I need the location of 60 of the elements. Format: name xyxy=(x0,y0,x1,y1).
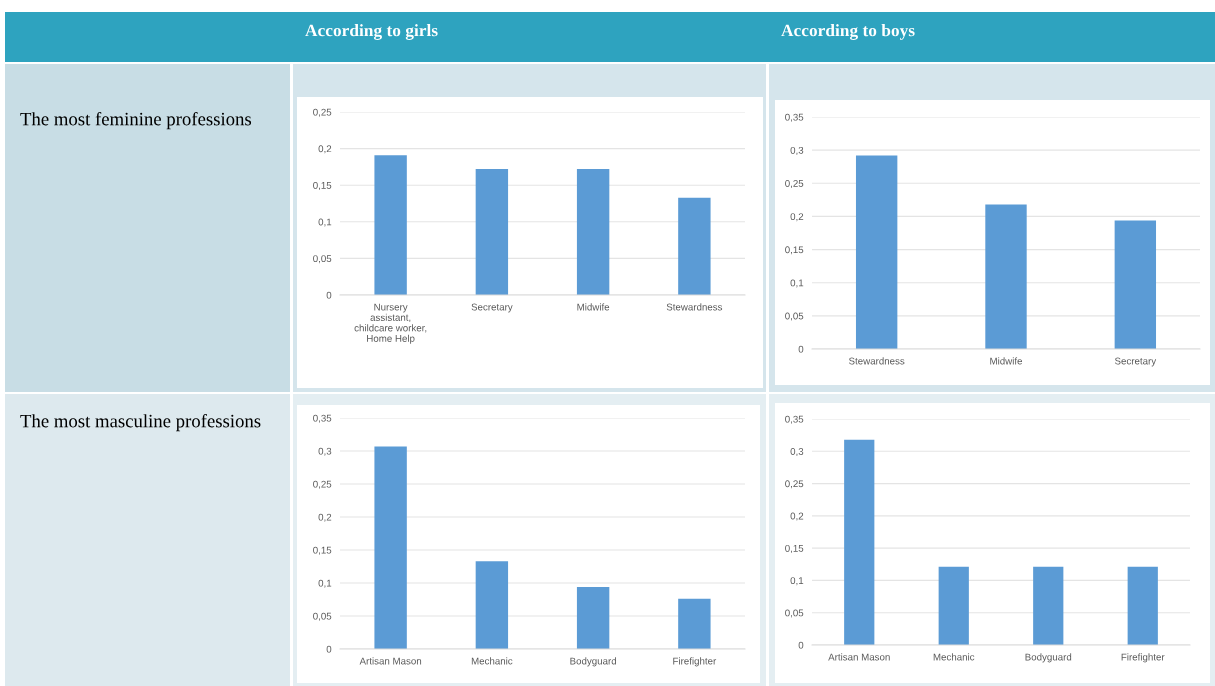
y-tick-label: 0,15 xyxy=(785,246,804,255)
x-tick-label: Bodyguard xyxy=(1025,653,1072,663)
x-tick-label: Nursery assistant, childcare worker, Home Help xyxy=(354,303,427,344)
bar xyxy=(855,155,898,349)
bar xyxy=(985,204,1027,349)
x-tick-label: Firefighter xyxy=(1121,653,1165,663)
bar xyxy=(475,169,509,295)
y-tick-label: 0,2 xyxy=(790,213,804,222)
y-tick-label: 0,2 xyxy=(790,512,804,521)
x-tick-label: Mechanic xyxy=(471,657,513,665)
y-tick-label: 0,3 xyxy=(790,448,804,457)
x-tick-label: Mechanic xyxy=(933,653,975,661)
y-tick-label: 0,35 xyxy=(785,113,804,122)
y-tick-label: 0,1 xyxy=(318,579,332,588)
y-tick-label: 0 xyxy=(798,345,804,353)
x-tick-label: Stewardness xyxy=(666,303,723,311)
y-tick-label: 0,1 xyxy=(318,218,332,227)
y-tick-label: 0,25 xyxy=(785,480,804,489)
y-tick-label: 0,25 xyxy=(785,180,804,189)
y-tick-label: 0,15 xyxy=(785,544,804,553)
y-tick-label: 0 xyxy=(326,645,332,653)
x-tick-label: Midwife xyxy=(577,303,610,311)
y-tick-label: 0,25 xyxy=(313,108,332,117)
x-tick-label: Midwife xyxy=(990,357,1023,365)
x-tick-label: Firefighter xyxy=(673,657,717,667)
y-tick-label: 0 xyxy=(798,641,804,649)
y-tick-label: 0,15 xyxy=(313,546,332,555)
y-tick-label: 0 xyxy=(326,291,332,299)
bar xyxy=(374,155,407,295)
x-tick-label: Stewardness xyxy=(849,357,905,365)
bar xyxy=(374,446,407,649)
bar xyxy=(678,197,711,295)
y-tick-label: 0,05 xyxy=(313,255,332,264)
y-tick-label: 0,2 xyxy=(318,513,332,522)
text: The most feminine professions xyxy=(20,112,252,130)
text: According to boys xyxy=(781,24,915,40)
x-tick-label: Bodyguard xyxy=(570,657,617,667)
y-tick-label: 0,3 xyxy=(318,447,332,456)
bar xyxy=(1114,220,1157,349)
y-tick-label: 0,15 xyxy=(313,181,332,190)
x-tick-label: Secretary xyxy=(471,303,513,313)
x-tick-label: Artisan Mason xyxy=(359,657,422,665)
y-tick-label: 0,25 xyxy=(313,480,332,489)
y-tick-label: 0,1 xyxy=(790,279,804,288)
x-tick-label: Secretary xyxy=(1114,357,1157,367)
y-tick-label: 0,2 xyxy=(318,145,332,154)
y-tick-label: 0,1 xyxy=(790,577,804,586)
bar xyxy=(576,169,610,295)
y-tick-label: 0,3 xyxy=(790,146,804,155)
x-tick-label: Artisan Mason xyxy=(828,653,890,661)
bar xyxy=(475,561,509,649)
y-tick-label: 0,35 xyxy=(313,414,332,423)
bar xyxy=(678,598,711,649)
y-tick-label: 0,05 xyxy=(313,612,332,621)
y-tick-label: 0,05 xyxy=(785,609,804,618)
text: According to girls xyxy=(305,24,438,40)
y-tick-label: 0,05 xyxy=(785,312,804,321)
bar xyxy=(576,586,610,649)
text: The most masculine professions xyxy=(20,414,261,432)
y-tick-label: 0,35 xyxy=(785,415,804,424)
